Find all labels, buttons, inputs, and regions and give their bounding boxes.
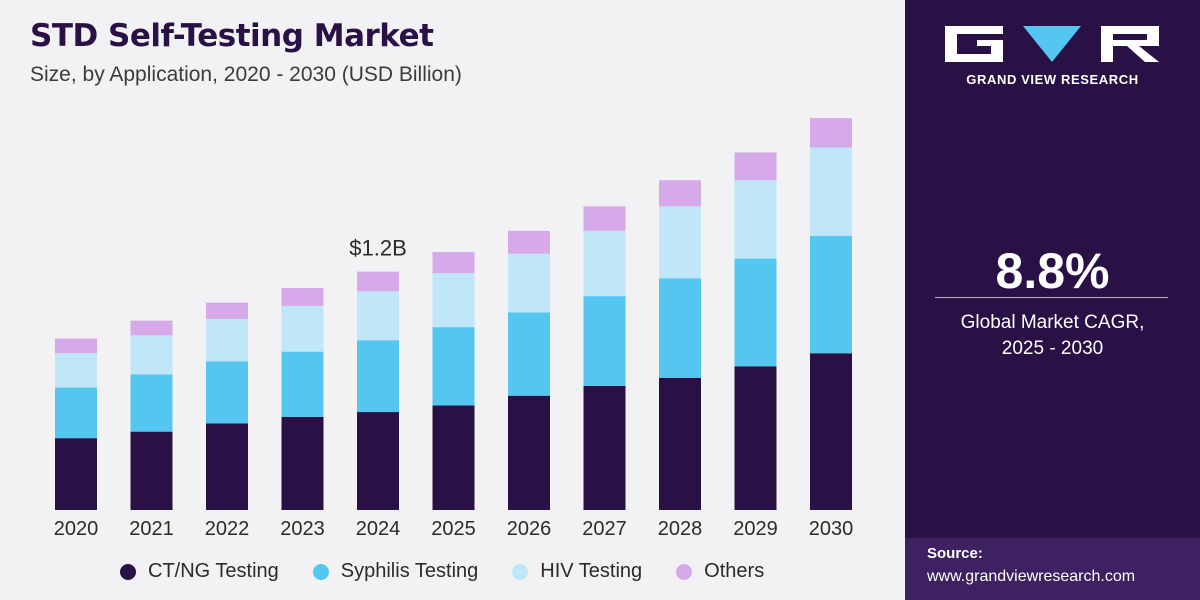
bar-2022-series-0 — [206, 423, 248, 510]
legend-item-ctng: CT/NG Testing — [120, 560, 279, 583]
bar-2028-series-1 — [659, 278, 701, 378]
bar-2020-series-0 — [55, 438, 97, 510]
brand-logo-icon — [945, 26, 1159, 62]
bar-2024-series-2 — [357, 291, 399, 341]
bar-2027-series-3 — [583, 206, 626, 231]
bar-2024-series-3 — [357, 271, 399, 292]
cagr-label: Global Market CAGR, 2025 - 2030 — [905, 310, 1200, 362]
bar-2021-series-3 — [130, 320, 173, 336]
bar-2025-series-0 — [432, 405, 475, 510]
x-tick-label: 2021 — [129, 518, 174, 540]
bar-2022-series-2 — [206, 318, 248, 362]
bar-2020-series-2 — [55, 353, 97, 388]
bar-2022-series-3 — [206, 302, 248, 319]
bar-2024-series-1 — [357, 340, 399, 413]
bar-2023-series-3 — [281, 287, 324, 306]
x-tick-label: 2026 — [507, 518, 552, 540]
chart-subtitle: Size, by Application, 2020 - 2030 (USD B… — [30, 63, 462, 86]
sidebar-panel: GRAND VIEW RESEARCH 8.8% Global Market C… — [905, 0, 1200, 600]
bar-2027-series-1 — [583, 296, 626, 386]
source-label: Source: — [927, 545, 983, 562]
legend-swatch-ctng — [120, 563, 136, 580]
bar-2026-series-0 — [508, 395, 550, 510]
x-tick-label: 2030 — [809, 518, 854, 540]
bar-2021-series-1 — [130, 374, 173, 432]
chart-title: STD Self-Testing Market — [30, 18, 434, 54]
stacked-bar-chart: 2020 2021 2022 2023 2024 $1.2B 2025 2026 2027 202… — [54, 118, 854, 540]
legend-swatch-syphilis — [312, 563, 329, 580]
x-tick-label: 2023 — [280, 518, 325, 540]
bar-2030-series-2 — [810, 147, 852, 236]
bar-2025-series-1 — [432, 327, 475, 406]
chart-panel: STD Self-Testing Market Size, by Applica… — [0, 0, 905, 600]
legend-label-hiv: HIV Testing — [540, 560, 643, 582]
cagr-label-line1: Global Market CAGR, — [960, 312, 1145, 333]
bar-2026-series-3 — [508, 230, 550, 254]
bar-2029-series-1 — [734, 258, 777, 367]
legend-swatch-others — [676, 563, 693, 580]
chart-legend: CT/NG Testing Syphilis Testing HIV Testi… — [120, 560, 798, 583]
bar-2028-series-3 — [659, 180, 701, 207]
source-link[interactable]: www.grandviewresearch.com — [927, 568, 1136, 585]
bar-2025-series-3 — [432, 252, 475, 274]
cagr-divider — [935, 297, 1168, 298]
x-tick-label: 2022 — [205, 518, 250, 540]
x-tick-label: 2020 — [54, 518, 99, 540]
legend-item-syphilis: Syphilis Testing — [312, 560, 479, 583]
cagr-label-line2: 2025 - 2030 — [1001, 338, 1104, 359]
bar-2023-series-1 — [281, 351, 324, 417]
bar-2030-series-3 — [810, 118, 852, 148]
legend-item-others: Others — [676, 560, 764, 583]
x-tick-label: 2028 — [658, 518, 703, 540]
source-box — [905, 538, 1200, 600]
brand-name: GRAND VIEW RESEARCH — [966, 72, 1139, 87]
bar-2027-series-2 — [583, 230, 626, 297]
legend-label-syphilis: Syphilis Testing — [340, 560, 479, 582]
bar-2026-series-2 — [508, 253, 550, 313]
bar-2028-series-2 — [659, 206, 701, 279]
bar-2022-series-1 — [206, 361, 248, 424]
bar-2021-series-0 — [130, 431, 173, 510]
bar-2023-series-0 — [281, 416, 324, 510]
legend-label-others: Others — [704, 560, 765, 582]
bar-2028-series-0 — [659, 377, 701, 510]
bar-2027-series-0 — [583, 385, 626, 510]
bar-2030-series-1 — [810, 235, 852, 354]
legend-swatch-hiv — [512, 563, 529, 580]
x-tick-label: 2025 — [431, 518, 476, 540]
bar-2023-series-2 — [281, 305, 324, 352]
bar-2020-series-1 — [55, 387, 97, 439]
bar-2029-series-0 — [734, 366, 777, 510]
bar-2021-series-2 — [130, 335, 173, 375]
legend-item-hiv: HIV Testing — [512, 560, 642, 583]
bar-2024-series-0 — [357, 412, 399, 510]
bar-2020-series-3 — [55, 338, 97, 354]
x-tick-label: 2024 — [356, 518, 401, 540]
bar-2025-series-2 — [432, 273, 475, 328]
x-tick-label: 2027 — [582, 518, 627, 540]
bar-2029-series-2 — [734, 180, 777, 259]
legend-label-ctng: CT/NG Testing — [148, 560, 279, 582]
bar-2029-series-3 — [734, 152, 777, 181]
data-label-2024: $1.2B — [349, 236, 407, 261]
x-tick-label: 2029 — [733, 518, 778, 540]
bar-2030-series-0 — [810, 353, 852, 510]
cagr-value: 8.8% — [995, 243, 1110, 299]
bar-2026-series-1 — [508, 312, 550, 396]
